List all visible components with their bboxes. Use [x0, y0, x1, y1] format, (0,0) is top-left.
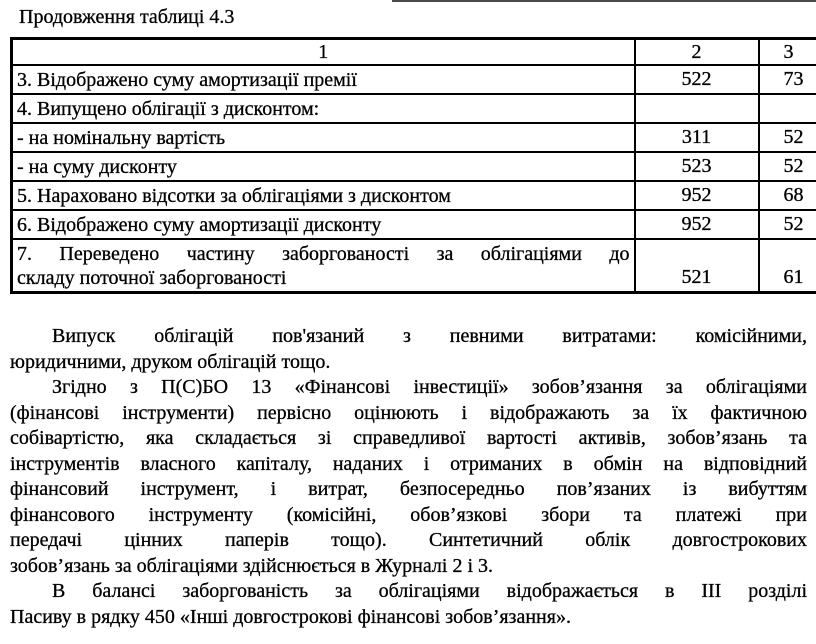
table-row: 4. Випущено облігації з дисконтом: [10, 93, 816, 124]
paragraph-line: передачі цінних паперів тощо). Синтетичн… [10, 529, 807, 551]
paragraph-line: фінансового інструменту (комісійні, обов… [10, 503, 807, 526]
credit-account-cell: 52 [757, 151, 816, 182]
table-caption: Продовження таблиці 4.3 [19, 6, 235, 28]
operation-cell: - на суму дисконту [10, 151, 636, 182]
paragraph-line: Згідно з П(С)БО 13 «Фінансові інвестиції… [52, 376, 807, 398]
header-cell-operation: 1 [10, 37, 636, 66]
table-row: 7. Переведено частину заборгованості за … [10, 238, 816, 294]
operation-label: - на суму дисконту [17, 155, 177, 178]
operation-cell: 4. Випущено облігації з дисконтом: [10, 93, 636, 124]
table-header-row: 1 2 3 [10, 37, 816, 66]
accounting-entries-table: 1 2 3 3. Відображено суму амортизації пр… [10, 37, 816, 294]
paragraph-line: юридичними, друком облігацій тощо. [10, 350, 331, 373]
debit-account-cell: 952 [633, 209, 760, 240]
debit-account-cell: 521 [633, 238, 760, 294]
operation-cell: - на номінальну вартість [10, 122, 636, 153]
operation-cell: 3. Відображено суму амортизації премії [10, 64, 636, 95]
operation-label: 4. Випущено облігації з дисконтом: [17, 97, 320, 120]
operation-label: складу поточної заборгованості [17, 266, 287, 289]
paragraph-line: фінансовий інструмент, і витрат, безпосе… [10, 478, 807, 500]
debit-account-cell: 311 [633, 122, 760, 153]
operation-cell: 7. Переведено частину заборгованості за … [10, 238, 636, 294]
debit-account-cell: 522 [633, 64, 760, 95]
debit-account-cell: 952 [633, 180, 760, 211]
credit-account-cell: 73 [757, 64, 816, 95]
table-row: 5. Нараховано відсотки за облігаціями з … [10, 180, 816, 211]
body-text: Випуск облігацій пов'язаний з певними ви… [10, 324, 807, 630]
credit-account-cell: 61 [757, 238, 816, 294]
operation-cell: 6. Відображено суму амортизації дисконту [10, 209, 636, 240]
paragraph-line: Пасиву в рядку 450 «Інші довгострокові ф… [10, 605, 571, 628]
operation-label: 5. Нараховано відсотки за облігаціями з … [17, 184, 451, 207]
table-row: 3. Відображено суму амортизації премії 52… [10, 64, 816, 95]
operation-label: 6. Відображено суму амортизації дисконту [17, 213, 382, 236]
paragraph-line: Випуск облігацій пов'язаний з певними ви… [52, 325, 807, 347]
table-row: - на номінальну вартість 311 52 [10, 122, 816, 153]
table-row: 6. Відображено суму амортизації дисконту… [10, 209, 816, 240]
operation-label: 7. Переведено частину заборгованості за … [17, 242, 630, 265]
paragraph-line: собівартістю, яка складається зі справед… [10, 427, 807, 449]
credit-account-cell: 68 [757, 180, 816, 211]
debit-account-cell: 523 [633, 151, 760, 182]
paragraph-line: (фінансові інструменти) первісно оцінюют… [10, 401, 807, 424]
header-cell-debit: 2 [633, 37, 760, 66]
operation-label: 3. Відображено суму амортизації премії [17, 68, 357, 91]
header-cell-credit: 3 [757, 37, 816, 66]
paragraph-line: В балансі заборгованість за облігаціями … [52, 580, 807, 602]
operation-cell: 5. Нараховано відсотки за облігаціями з … [10, 180, 636, 211]
credit-account-cell: 52 [757, 122, 816, 153]
credit-account-cell: 52 [757, 209, 816, 240]
table-row: - на суму дисконту 523 52 [10, 151, 816, 182]
credit-account-cell [757, 93, 816, 124]
paragraph-line: зобов’язань за облігаціями здійснюється … [10, 554, 494, 577]
debit-account-cell [633, 93, 760, 124]
operation-label: - на номінальну вартість [17, 126, 226, 149]
scan-edge-artifact [392, 0, 816, 2]
paragraph-line: інструментів власного капіталу, наданих … [10, 452, 807, 475]
